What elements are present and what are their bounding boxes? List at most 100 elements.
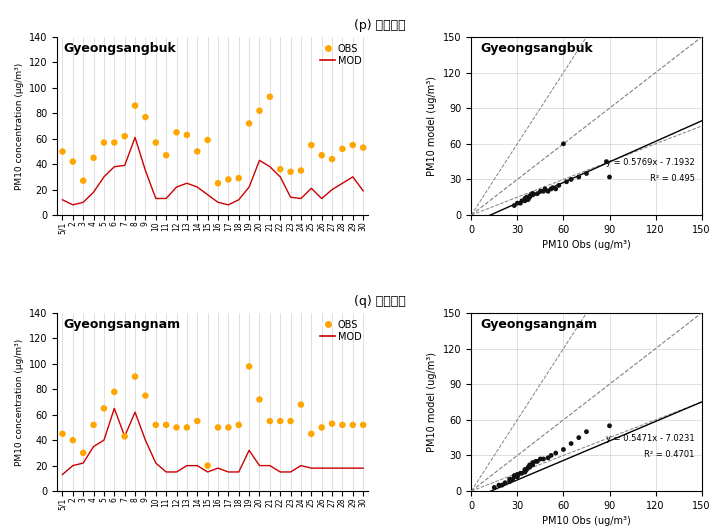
Text: Gyeongsangbuk: Gyeongsangbuk — [64, 42, 176, 55]
MOD — [286, 194, 295, 201]
MOD — [328, 465, 337, 472]
MOD — [245, 447, 253, 454]
Legend: OBS, MOD: OBS, MOD — [319, 42, 364, 68]
OBS — [347, 141, 359, 149]
Point — [512, 470, 523, 479]
OBS — [160, 421, 172, 429]
OBS — [306, 430, 317, 438]
OBS — [223, 423, 234, 432]
MOD — [234, 469, 243, 475]
OBS — [233, 174, 244, 182]
Point — [527, 461, 538, 469]
MOD — [58, 196, 67, 203]
OBS — [306, 141, 317, 149]
OBS — [130, 101, 141, 110]
MOD — [69, 202, 77, 208]
OBS — [357, 144, 369, 152]
Point — [542, 454, 553, 462]
Text: Gyeongsangnam: Gyeongsangnam — [64, 318, 180, 331]
MOD — [90, 444, 98, 450]
MOD — [359, 465, 367, 472]
OBS — [253, 107, 265, 115]
Point — [546, 185, 557, 193]
MOD — [183, 180, 191, 186]
Point — [523, 463, 534, 472]
Point — [573, 433, 584, 442]
MOD — [307, 185, 316, 192]
OBS — [233, 421, 244, 429]
OBS — [202, 461, 213, 470]
Point — [531, 190, 543, 198]
Point — [519, 196, 531, 205]
MOD — [79, 460, 87, 466]
Point — [499, 478, 511, 487]
MOD — [141, 167, 150, 174]
Point — [524, 461, 536, 469]
Point — [527, 191, 538, 199]
MOD — [193, 463, 202, 469]
Point — [542, 187, 553, 195]
MOD — [110, 405, 119, 411]
Point — [519, 194, 531, 203]
OBS — [109, 388, 120, 396]
MOD — [173, 469, 181, 475]
MOD — [203, 192, 212, 198]
OBS — [223, 175, 234, 184]
Point — [523, 193, 534, 202]
Point — [527, 190, 538, 198]
OBS — [316, 151, 327, 159]
OBS — [243, 362, 255, 371]
MOD — [328, 186, 337, 193]
Point — [519, 468, 531, 476]
Point — [512, 199, 523, 208]
Point — [531, 457, 543, 466]
Point — [524, 192, 536, 200]
OBS — [357, 421, 369, 429]
Point — [566, 439, 577, 448]
Point — [581, 169, 592, 178]
MOD — [100, 437, 108, 444]
Line: MOD: MOD — [62, 137, 363, 205]
Y-axis label: PM10 concentration (μg/m³): PM10 concentration (μg/m³) — [14, 62, 24, 190]
Line: MOD: MOD — [62, 408, 363, 475]
OBS — [285, 167, 296, 176]
Point — [601, 157, 612, 166]
Text: R² = 0.4701: R² = 0.4701 — [644, 450, 695, 459]
Point — [573, 173, 584, 181]
MOD — [173, 184, 181, 190]
Point — [507, 475, 518, 484]
OBS — [243, 119, 255, 128]
MOD — [338, 180, 347, 186]
Point — [524, 193, 536, 202]
Point — [504, 475, 516, 484]
MOD — [131, 134, 140, 140]
OBS — [212, 179, 223, 187]
Text: y = 0.5769x - 7.1932: y = 0.5769x - 7.1932 — [606, 158, 695, 167]
MOD — [213, 199, 222, 205]
Point — [493, 481, 505, 489]
MOD — [317, 465, 326, 472]
OBS — [140, 113, 151, 121]
Point — [538, 187, 549, 195]
Point — [550, 449, 561, 457]
Text: (q) 경상남도: (q) 경상남도 — [354, 295, 405, 308]
Point — [527, 458, 538, 467]
Text: Gyeongsangbuk: Gyeongsangbuk — [480, 42, 594, 55]
OBS — [109, 138, 120, 147]
Point — [547, 184, 558, 192]
OBS — [192, 417, 203, 426]
MOD — [276, 174, 284, 180]
MOD — [69, 463, 77, 469]
Point — [515, 469, 526, 477]
MOD — [359, 187, 367, 194]
MOD — [255, 157, 263, 164]
MOD — [162, 195, 170, 202]
OBS — [77, 449, 89, 457]
MOD — [234, 196, 243, 203]
OBS — [347, 421, 359, 429]
MOD — [131, 409, 140, 416]
OBS — [264, 417, 276, 426]
OBS — [274, 165, 286, 174]
OBS — [337, 421, 348, 429]
Point — [516, 469, 528, 477]
